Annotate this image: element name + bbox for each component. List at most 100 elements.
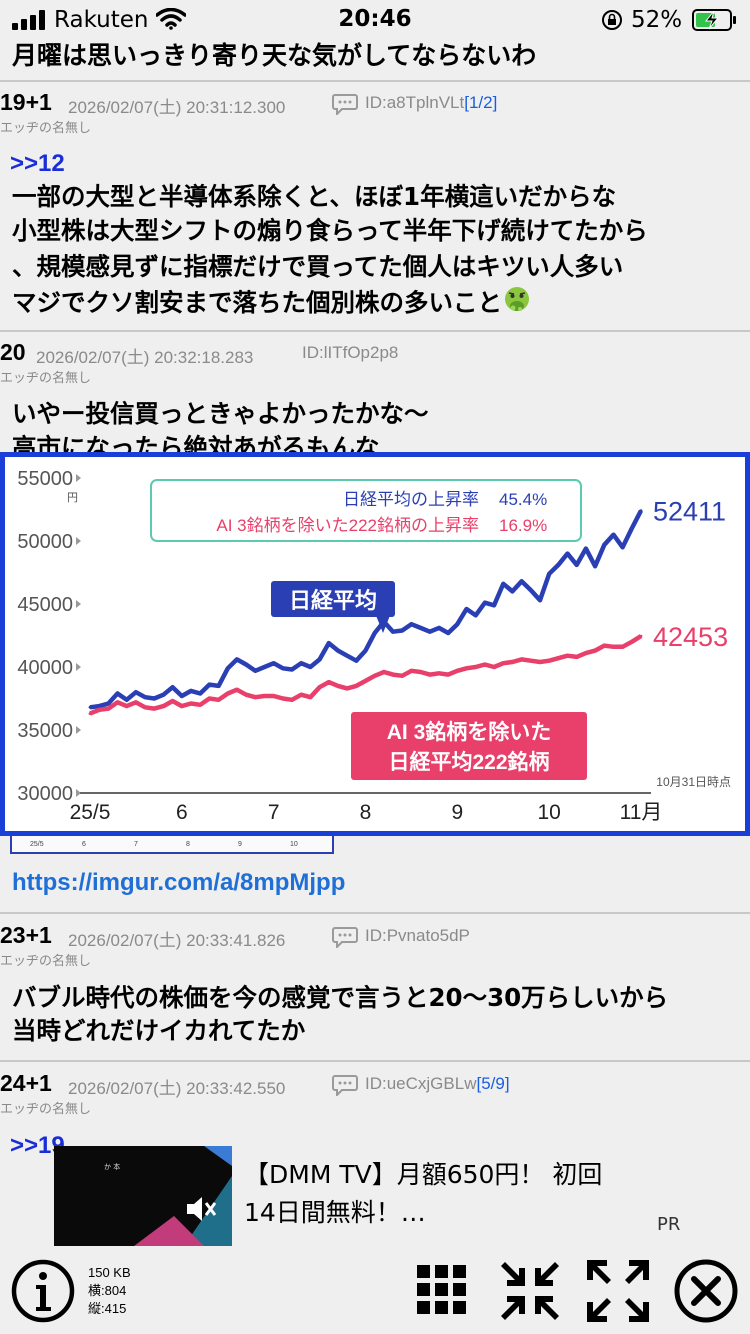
nauseated-face-emoji-icon (505, 287, 529, 311)
post-header: 23+1 2026/02/07(土) 20:33:41.826 ID:Pvnat… (0, 920, 750, 969)
x-tick-label: 7 (268, 801, 280, 824)
poster-name: エッヂの名無し (0, 371, 92, 386)
data-point (483, 601, 487, 605)
data-point (226, 666, 230, 670)
data-point (281, 697, 285, 700)
data-point (529, 659, 533, 663)
data-point (253, 669, 257, 673)
post-divider (0, 80, 750, 82)
data-point (290, 668, 294, 671)
data-point (272, 661, 276, 665)
ad-title[interactable]: 【DMM TV】月額650円！ 初回 14日間無料！… (244, 1160, 603, 1227)
post-id[interactable]: ID:lITfOp2p8 (302, 343, 399, 362)
reply-anchor-link[interactable]: >>12 (10, 150, 65, 177)
info-icon[interactable] (11, 1259, 75, 1323)
carrier-name: Rakuten (54, 7, 149, 33)
data-point (630, 640, 634, 644)
post-id-count[interactable]: [5/9] (476, 1074, 510, 1093)
data-point (318, 685, 321, 689)
data-point (382, 670, 386, 674)
reply-bubble-icon[interactable] (332, 926, 358, 948)
data-point (309, 665, 312, 669)
data-point (244, 693, 248, 697)
data-point (511, 660, 514, 664)
data-point (575, 563, 579, 567)
data-point (630, 527, 634, 530)
y-tick-label: 40000 (17, 657, 73, 679)
callout-ex-ai-box (351, 712, 587, 780)
post-id[interactable]: ID:Pvnato5dP (365, 926, 470, 945)
data-point (446, 631, 450, 635)
post-number[interactable]: 23+1 (0, 922, 52, 948)
data-point (410, 622, 413, 626)
post-number[interactable]: 20 (0, 339, 26, 365)
close-icon[interactable] (673, 1258, 739, 1324)
y-tick-label: 30000 (17, 783, 73, 805)
data-point (593, 564, 597, 568)
y-tick-marker (76, 537, 81, 545)
data-point (198, 703, 202, 707)
ad-video-thumbnail[interactable]: か 本 (54, 1146, 232, 1246)
y-tick-marker (76, 663, 81, 671)
image-link[interactable]: https://imgur.com/a/8mpMjpp (12, 869, 346, 896)
data-point (437, 626, 441, 630)
data-point (612, 645, 615, 649)
y-tick-label: 35000 (17, 720, 73, 742)
data-point (281, 666, 285, 670)
y-tick-label: 55000 (17, 468, 73, 490)
series-end-label: 42453 (653, 622, 728, 652)
data-point (364, 649, 367, 652)
post-date: 2026/02/07(土) 20:32:18.283 (36, 348, 254, 367)
y-tick-marker (76, 726, 81, 734)
post-number[interactable]: 19+1 (0, 89, 52, 115)
data-point (400, 674, 404, 678)
peek-tick-label: 8 (186, 841, 190, 848)
data-point (492, 665, 496, 669)
data-point (547, 572, 551, 576)
data-point (520, 658, 523, 661)
expand-icon[interactable] (585, 1258, 651, 1324)
image-preview-popup[interactable]: 55000 50000 45000 40000 35000 30000 円 25/5 6 7 8 9 1… (0, 452, 750, 836)
data-point (437, 671, 441, 675)
data-point (419, 626, 422, 630)
x-tick-label: 10 (537, 801, 560, 824)
ad-thumbnail-text: か 本 (104, 1163, 121, 1171)
post-id[interactable]: ID:ueCxjGBLw[5/9] (365, 1074, 510, 1093)
post-id[interactable]: ID:a8TplnVLt[1/2] (365, 93, 498, 112)
data-point (556, 563, 560, 567)
status-bar: Rakuten 20:46 52% (0, 0, 750, 40)
reply-bubble-icon[interactable] (332, 93, 358, 115)
post-date: 2026/02/07(土) 20:33:41.826 (68, 931, 286, 950)
ad-banner[interactable]: か 本 【DMM TV】月額650円！ 初回 14日間無料！… PR (54, 1146, 750, 1246)
data-point (217, 684, 221, 688)
data-point (547, 659, 551, 663)
grid-icon[interactable] (417, 1265, 467, 1315)
post-id-count[interactable]: [1/2] (464, 93, 498, 112)
post-body-line: マジでクソ割安まで落ちた個別株の多いこと (12, 285, 532, 319)
data-point (171, 699, 175, 703)
data-point (208, 683, 211, 686)
data-point (309, 695, 312, 699)
data-point (520, 579, 523, 583)
nikkei-chart: 55000 50000 45000 40000 35000 30000 円 25/5 6 7 8 9 1… (17, 468, 731, 824)
data-point (327, 641, 331, 645)
callout-nikkei-box (271, 581, 395, 617)
data-point (180, 704, 184, 708)
ad-pr-label: PR (657, 1214, 681, 1235)
data-point (465, 607, 468, 611)
data-point (217, 698, 221, 702)
post-number[interactable]: 24+1 (0, 1070, 52, 1096)
data-point (189, 702, 193, 705)
post-body-line: 月曜は思いっきり寄り天な気がしてならないわ (12, 41, 537, 70)
data-point (556, 656, 560, 660)
reply-bubble-icon[interactable] (332, 1074, 358, 1096)
data-point (263, 694, 266, 698)
shrink-icon[interactable] (497, 1258, 563, 1324)
data-point (391, 630, 395, 634)
data-point (244, 663, 248, 666)
mute-icon[interactable] (184, 1194, 218, 1224)
data-point (428, 673, 432, 676)
chart-image: 55000 50000 45000 40000 35000 30000 円 25/5 6 7 8 9 1… (5, 457, 745, 831)
data-point (345, 687, 349, 690)
